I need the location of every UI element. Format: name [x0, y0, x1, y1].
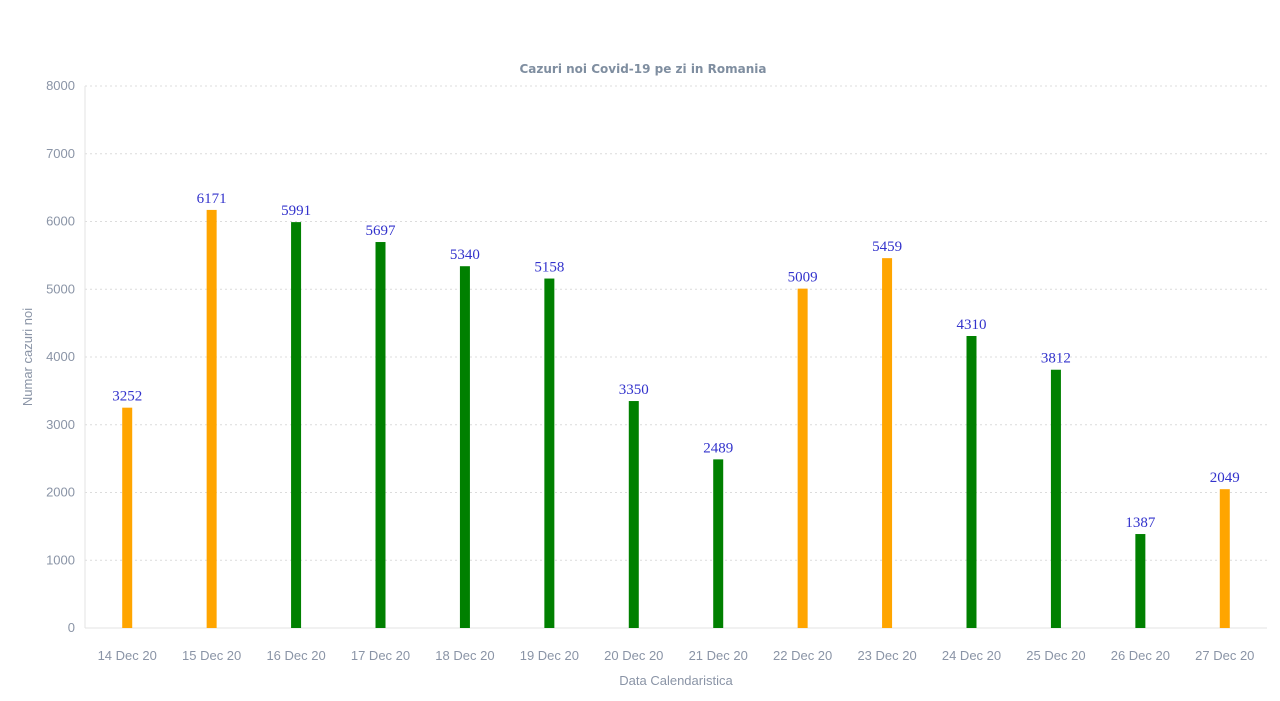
bar-value-label: 4310: [957, 317, 987, 333]
bar: [713, 459, 724, 628]
y-axis-title: Numar cazuri noi: [20, 308, 35, 406]
bar-value-label: 5459: [872, 239, 902, 255]
y-tick-label: 6000: [46, 214, 75, 229]
bar-value-label: 5009: [788, 270, 818, 286]
bar-value-label: 3350: [619, 382, 649, 398]
x-tick-label: 23 Dec 20: [857, 648, 916, 663]
x-tick-labels: 14 Dec 20 15 Dec 20 16 Dec 20 17 Dec 20 18 D…: [98, 648, 1255, 663]
bar-value-label: 6171: [197, 191, 227, 207]
bar: [544, 278, 555, 628]
y-tick-label: 5000: [46, 281, 75, 296]
grid-lines: [85, 85, 1267, 561]
bars: [122, 209, 1230, 629]
y-tick-label: 7000: [46, 146, 75, 161]
x-tick-label: 22 Dec 20: [773, 648, 832, 663]
y-tick-label: 8000: [46, 78, 75, 93]
bar-value-label: 2489: [703, 440, 733, 456]
x-tick-label: 19 Dec 20: [520, 648, 579, 663]
bar: [122, 407, 133, 628]
x-tick-label: 24 Dec 20: [942, 648, 1001, 663]
bar: [628, 401, 639, 628]
bar-value-label: 2049: [1210, 470, 1240, 486]
bar: [206, 209, 217, 629]
x-tick-label: 27 Dec 20: [1195, 648, 1254, 663]
bar-value-label: 3812: [1041, 351, 1071, 367]
y-tick-labels: 0 1000 2000 3000 4000 5000 6000 7000 8000: [46, 78, 75, 635]
bar: [375, 242, 386, 628]
bar-value-label: 5991: [281, 203, 311, 219]
x-axis-title: Data Calendaristica: [619, 673, 733, 688]
bar-value-label: 5158: [534, 260, 564, 276]
bar: [797, 288, 808, 628]
x-tick-label: 20 Dec 20: [604, 648, 663, 663]
bar: [1050, 369, 1061, 628]
bar-value-label: 5697: [366, 223, 397, 239]
x-tick-label: 15 Dec 20: [182, 648, 241, 663]
x-tick-label: 26 Dec 20: [1111, 648, 1170, 663]
x-tick-label: 17 Dec 20: [351, 648, 410, 663]
bar: [1219, 489, 1230, 628]
bar: [1135, 534, 1146, 628]
bar: [291, 222, 302, 629]
bar: [882, 258, 893, 628]
bar-value-label: 5340: [450, 247, 480, 263]
data-labels: 3252 6171 5991 5697 5340 5158 3350 2489 5009 5459…: [112, 191, 1240, 531]
y-tick-label: 4000: [46, 349, 75, 364]
bar-value-label: 3252: [112, 389, 142, 405]
bar: [459, 266, 470, 628]
x-tick-label: 18 Dec 20: [435, 648, 494, 663]
bar: [966, 335, 977, 628]
y-tick-label: 1000: [46, 552, 75, 567]
x-tick-label: 14 Dec 20: [98, 648, 157, 663]
chart-title: Cazuri noi Covid-19 pe zi in Romania: [519, 62, 766, 76]
x-tick-label: 16 Dec 20: [266, 648, 325, 663]
bar-value-label: 1387: [1125, 515, 1156, 531]
x-tick-label: 21 Dec 20: [689, 648, 748, 663]
y-tick-label: 2000: [46, 485, 75, 500]
x-tick-label: 25 Dec 20: [1026, 648, 1085, 663]
y-tick-label: 0: [68, 620, 75, 635]
y-tick-label: 3000: [46, 417, 75, 432]
